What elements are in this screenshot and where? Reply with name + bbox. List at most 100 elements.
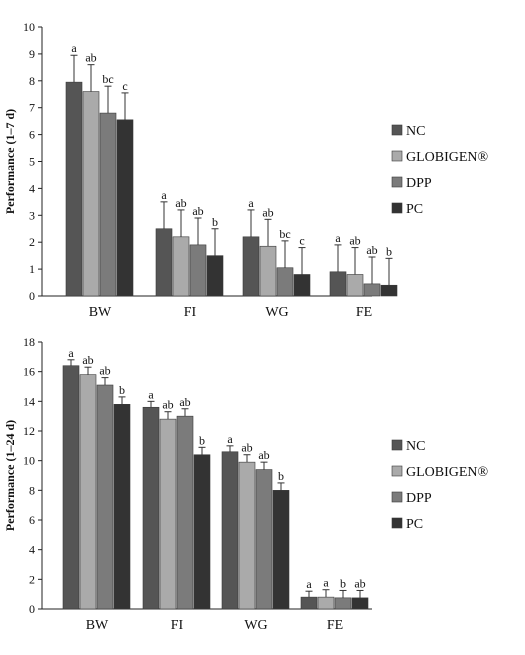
- x-category-label: FI: [171, 618, 184, 633]
- y-tick-label: 7: [29, 101, 35, 115]
- significance-label: bc: [102, 72, 113, 86]
- significance-label: ab: [82, 353, 93, 367]
- x-category-label: FE: [327, 618, 343, 633]
- legend-swatch: [391, 124, 403, 136]
- bar-bw-3: [96, 384, 114, 610]
- significance-label: c: [122, 79, 127, 93]
- significance-label: a: [161, 188, 167, 202]
- bar-fi-1: [142, 406, 160, 610]
- y-tick-label: 1: [29, 262, 35, 276]
- significance-label: ab: [262, 205, 273, 219]
- significance-label: ab: [175, 196, 186, 210]
- y-tick-label: 6: [29, 128, 35, 142]
- y-tick-label: 12: [23, 424, 35, 438]
- bar-fe-1: [329, 271, 347, 297]
- significance-label: ab: [179, 395, 190, 409]
- significance-label: ab: [366, 243, 377, 257]
- significance-label: b: [386, 244, 392, 258]
- legend-label: PC: [406, 202, 423, 217]
- bar-wg-3: [276, 267, 294, 297]
- bar-bw-1: [62, 365, 80, 610]
- y-tick-label: 14: [23, 394, 35, 408]
- significance-label: a: [68, 346, 74, 360]
- bar-bw-1: [65, 81, 83, 297]
- bar-fi-2: [172, 236, 190, 297]
- significance-label: b: [212, 215, 218, 229]
- legend-label: PC: [406, 517, 423, 532]
- legend-label: GLOBIGEN®: [406, 465, 489, 480]
- legend-swatch: [391, 491, 403, 503]
- bar-fi-3: [189, 244, 207, 297]
- y-tick-label: 6: [29, 513, 35, 527]
- significance-label: ab: [241, 441, 252, 455]
- y-tick-label: 2: [29, 572, 35, 586]
- y-tick-label: 10: [23, 20, 35, 34]
- bar-fe-4: [351, 597, 369, 610]
- bar-bw-4: [113, 403, 131, 610]
- significance-label: ab: [354, 576, 365, 590]
- y-axis-label: Performance (1–7 d): [3, 109, 17, 214]
- significance-label: c: [299, 234, 304, 248]
- y-axis-label: Performance (1–24 d): [3, 420, 17, 531]
- significance-label: a: [148, 387, 154, 401]
- y-tick-label: 0: [29, 289, 35, 303]
- y-tick-label: 4: [29, 543, 35, 557]
- legend-swatch: [391, 202, 403, 214]
- significance-label: a: [71, 41, 77, 55]
- significance-label: ab: [258, 448, 269, 462]
- y-tick-label: 5: [29, 155, 35, 169]
- bar-bw-2: [82, 91, 100, 297]
- x-category-label: FI: [184, 305, 197, 320]
- bar-fi-3: [176, 415, 194, 610]
- bar-wg-2: [238, 461, 256, 610]
- legend-label: NC: [406, 124, 425, 139]
- y-tick-label: 4: [29, 181, 35, 195]
- bar-bw-4: [116, 119, 134, 297]
- y-tick-label: 3: [29, 208, 35, 222]
- x-category-label: FE: [356, 305, 372, 320]
- bar-fe-2: [346, 274, 364, 297]
- bar-wg-1: [221, 451, 239, 610]
- bar-fi-4: [193, 454, 211, 610]
- bar-fe-3: [334, 597, 352, 610]
- legend-swatch: [391, 439, 403, 451]
- bar-fi-4: [206, 255, 224, 297]
- y-tick-label: 0: [29, 602, 35, 616]
- significance-label: ab: [85, 51, 96, 65]
- legend-swatch: [391, 150, 403, 162]
- legend-label: DPP: [406, 176, 432, 191]
- x-category-label: WG: [265, 305, 288, 320]
- significance-label: a: [227, 432, 233, 446]
- bar-bw-2: [79, 374, 97, 610]
- significance-label: ab: [162, 398, 173, 412]
- significance-label: b: [199, 433, 205, 447]
- x-category-label: BW: [86, 618, 109, 633]
- significance-label: a: [323, 576, 329, 590]
- bar-fi-2: [159, 418, 177, 610]
- legend-swatch: [391, 176, 403, 188]
- legend-swatch: [391, 465, 403, 477]
- bar-wg-1: [242, 236, 260, 297]
- significance-label: ab: [99, 364, 110, 378]
- significance-label: ab: [349, 234, 360, 248]
- significance-label: a: [248, 196, 254, 210]
- x-category-label: WG: [244, 618, 267, 633]
- bar-fi-1: [155, 228, 173, 297]
- significance-label: a: [335, 231, 341, 245]
- legend-label: GLOBIGEN®: [406, 150, 489, 165]
- bar-wg-3: [255, 469, 273, 610]
- y-tick-label: 8: [29, 483, 35, 497]
- y-tick-label: 8: [29, 74, 35, 88]
- significance-label: ab: [192, 204, 203, 218]
- legend-label: DPP: [406, 491, 432, 506]
- legend-swatch: [391, 517, 403, 529]
- bar-bw-3: [99, 112, 117, 297]
- bar-wg-4: [272, 490, 290, 610]
- legend-label: NC: [406, 439, 425, 454]
- significance-label: b: [340, 576, 346, 590]
- bar-fe-3: [363, 283, 381, 297]
